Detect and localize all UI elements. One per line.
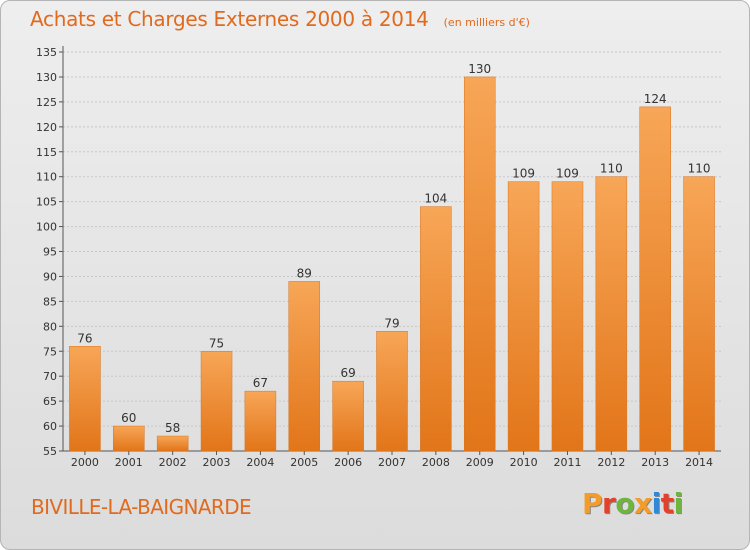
bar: [156, 435, 189, 452]
bar: [332, 380, 364, 452]
x-tick-label: 2010: [510, 456, 538, 469]
commune-name: BIVILLE-LA-BAIGNARDE: [31, 495, 252, 519]
bar: [463, 76, 496, 452]
data-label: 124: [644, 92, 667, 106]
y-tick-label: 105: [36, 196, 57, 209]
x-tick-label: 2003: [203, 456, 231, 469]
data-label: 130: [468, 62, 491, 76]
data-label: 110: [600, 162, 623, 176]
x-tick-label: 2014: [685, 456, 713, 469]
brand-letter: o: [615, 487, 635, 520]
data-label: 76: [77, 331, 92, 345]
bar: [244, 390, 277, 452]
y-tick-label: 130: [36, 71, 57, 84]
x-tick-label: 2008: [422, 456, 450, 469]
x-tick-label: 2002: [159, 456, 187, 469]
data-label: 69: [340, 366, 355, 380]
bar: [113, 425, 145, 452]
y-tick-label: 135: [36, 46, 57, 59]
y-tick-label: 95: [43, 246, 57, 259]
bar: [69, 346, 101, 452]
bar: [595, 176, 628, 452]
x-tick-label: 2005: [290, 456, 318, 469]
bar: [507, 181, 540, 452]
data-label: 60: [121, 411, 136, 425]
y-tick-label: 60: [43, 420, 57, 433]
y-tick-label: 70: [43, 370, 57, 383]
brand-letter: x: [634, 487, 652, 520]
data-label: 89: [297, 266, 312, 280]
brand-letter: t: [660, 487, 674, 520]
data-label: 104: [424, 192, 447, 206]
x-tick-label: 2004: [246, 456, 274, 469]
y-tick-label: 80: [43, 320, 57, 333]
bar: [420, 206, 452, 452]
x-tick-label: 2007: [378, 456, 406, 469]
bar: [288, 281, 321, 452]
y-tick-label: 125: [36, 96, 57, 109]
bar: [376, 331, 408, 452]
y-tick-label: 55: [43, 445, 57, 458]
brand-letter: P: [582, 487, 603, 520]
y-tick-label: 65: [43, 395, 57, 408]
y-tick-label: 85: [43, 295, 57, 308]
y-tick-label: 115: [36, 146, 57, 159]
y-tick-label: 75: [43, 345, 57, 358]
chart-title: Achats et Charges Externes 2000 à 2014: [30, 7, 429, 31]
chart-unit: (en milliers d'€): [443, 16, 530, 29]
bar: [639, 106, 671, 452]
bar: [551, 181, 584, 452]
data-label: 109: [556, 167, 579, 181]
brand-letter: r: [602, 487, 616, 520]
x-tick-label: 2001: [115, 456, 143, 469]
data-label: 109: [512, 167, 535, 181]
data-label: 58: [165, 421, 180, 435]
data-label: 79: [384, 316, 399, 330]
data-label: 75: [209, 336, 224, 350]
y-tick-label: 120: [36, 121, 57, 134]
x-tick-label: 2013: [641, 456, 669, 469]
data-label: 110: [688, 162, 711, 176]
bar: [200, 351, 233, 452]
y-tick-label: 90: [43, 270, 57, 283]
brand-letter: i: [673, 487, 684, 520]
data-label: 67: [253, 376, 268, 390]
bar: [683, 176, 715, 452]
x-tick-label: 2009: [466, 456, 494, 469]
y-tick-label: 110: [36, 171, 57, 184]
x-tick-label: 2012: [597, 456, 625, 469]
x-tick-label: 2000: [71, 456, 99, 469]
brand-letter: i: [651, 487, 662, 520]
title-row: Achats et Charges Externes 2000 à 2014 (…: [30, 7, 530, 31]
y-tick-label: 100: [36, 221, 57, 234]
proxiti-logo: Proxiti: [582, 487, 683, 520]
x-tick-label: 2011: [553, 456, 581, 469]
x-tick-label: 2006: [334, 456, 362, 469]
